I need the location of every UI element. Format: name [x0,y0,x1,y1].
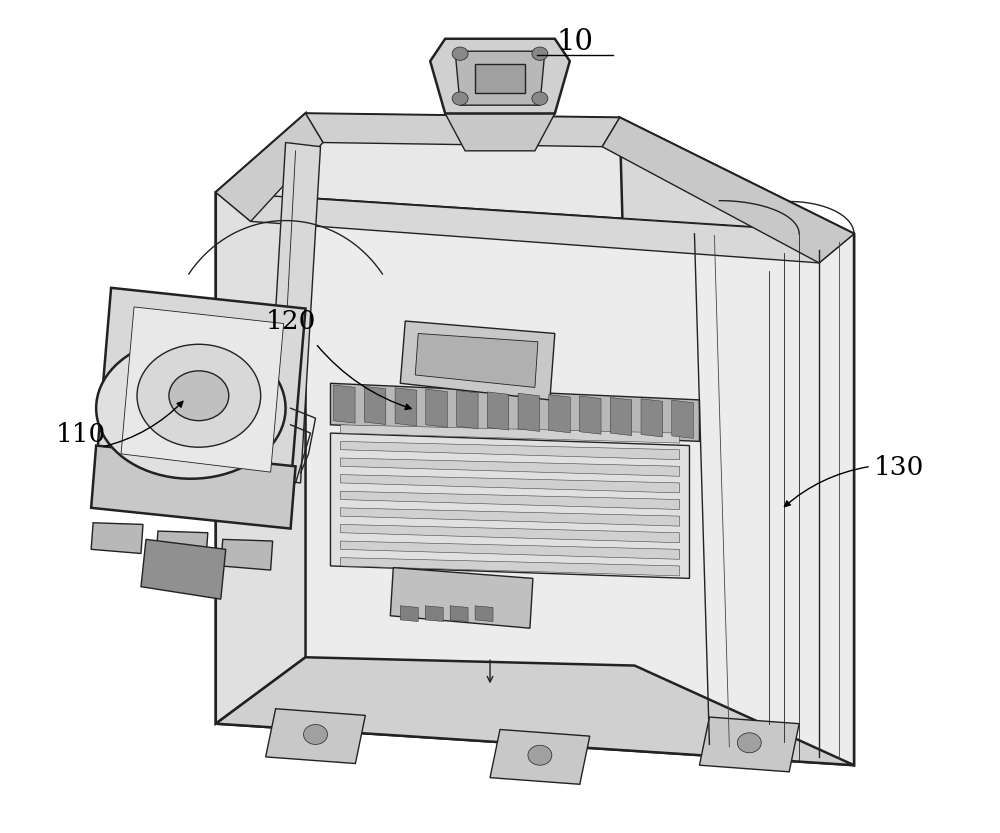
Polygon shape [455,51,545,105]
Polygon shape [216,657,854,766]
Polygon shape [487,392,509,430]
Circle shape [452,92,468,105]
Polygon shape [266,709,365,764]
Circle shape [452,47,468,60]
Polygon shape [306,113,620,147]
Polygon shape [340,557,679,576]
Polygon shape [340,441,679,460]
Text: 120: 120 [266,308,316,333]
Polygon shape [96,337,286,479]
Polygon shape [475,606,493,621]
Polygon shape [156,531,208,561]
Circle shape [532,47,548,60]
Polygon shape [216,192,854,766]
Polygon shape [425,606,443,621]
Polygon shape [400,321,555,400]
Polygon shape [426,389,447,427]
Polygon shape [340,458,679,476]
Polygon shape [266,142,320,483]
Circle shape [532,92,548,105]
Polygon shape [641,399,663,437]
Polygon shape [216,192,854,263]
Polygon shape [340,525,679,542]
Text: 10: 10 [556,28,593,56]
Polygon shape [549,395,570,433]
Polygon shape [475,63,525,92]
Polygon shape [610,397,632,436]
Polygon shape [602,117,854,263]
Polygon shape [340,425,679,443]
Polygon shape [216,113,306,724]
Polygon shape [330,433,689,578]
Polygon shape [430,39,570,113]
Polygon shape [390,567,533,628]
Polygon shape [450,606,468,621]
Polygon shape [672,400,693,438]
Circle shape [304,725,327,745]
Circle shape [528,746,552,766]
Polygon shape [364,387,386,425]
Polygon shape [221,540,273,570]
Polygon shape [330,383,699,441]
Polygon shape [340,541,679,559]
Polygon shape [340,491,679,510]
Polygon shape [91,446,296,529]
Polygon shape [141,540,226,599]
Polygon shape [216,113,323,222]
Polygon shape [400,606,418,621]
Polygon shape [216,113,854,234]
Polygon shape [415,333,538,387]
Polygon shape [445,113,555,151]
Polygon shape [121,307,284,472]
Polygon shape [395,387,417,426]
Polygon shape [699,717,799,772]
Polygon shape [91,523,143,553]
Circle shape [737,733,761,753]
Polygon shape [334,385,355,423]
Polygon shape [620,117,854,766]
Circle shape [137,344,261,447]
Polygon shape [518,393,540,431]
Circle shape [169,371,229,421]
Polygon shape [457,391,478,429]
Text: 130: 130 [874,456,924,481]
Text: 110: 110 [56,422,106,447]
Polygon shape [320,280,749,678]
Polygon shape [490,730,590,785]
Polygon shape [580,396,601,434]
Polygon shape [96,288,306,487]
Polygon shape [340,475,679,493]
Polygon shape [340,508,679,526]
